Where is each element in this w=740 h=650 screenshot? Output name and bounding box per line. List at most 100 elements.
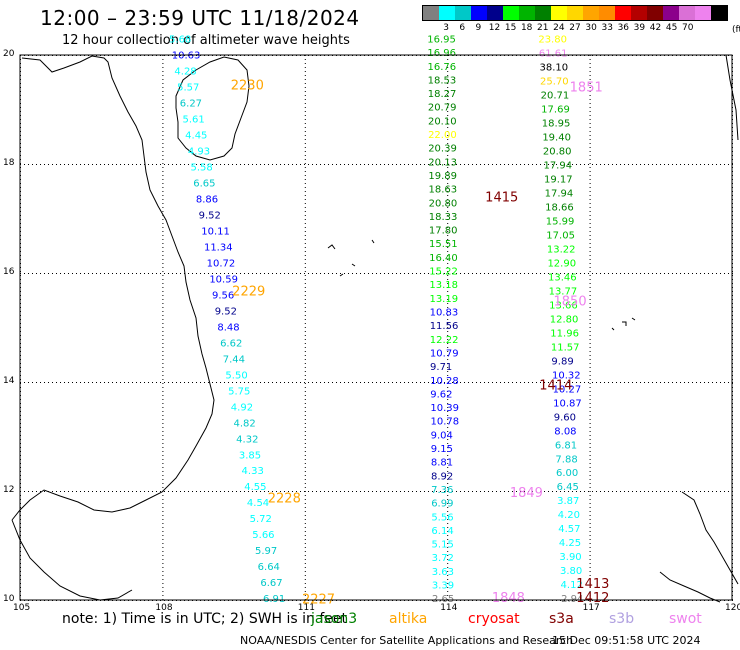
grid-dot <box>447 407 449 408</box>
grid-dot <box>162 411 164 412</box>
grid-dot <box>244 273 245 274</box>
grid-dot <box>532 491 533 492</box>
grid-dot <box>589 259 591 260</box>
grid-dot <box>589 591 591 592</box>
grid-dot <box>304 575 306 576</box>
grid-dot <box>132 273 133 274</box>
grid-dot <box>162 271 164 272</box>
grid-dot <box>440 164 441 165</box>
grid-dot <box>304 515 306 516</box>
grid-dot <box>64 273 65 274</box>
grid-dot <box>447 123 449 124</box>
grid-dot <box>24 382 25 383</box>
wave-height-value: 13.66 <box>549 300 578 311</box>
grid-dot <box>420 164 421 165</box>
grid-dot <box>304 455 306 456</box>
grid-dot <box>447 151 449 152</box>
grid-dot <box>28 164 29 165</box>
grid-dot <box>308 164 309 165</box>
grid-dot <box>540 273 541 274</box>
grid-dot <box>304 99 306 100</box>
grid-dot <box>492 273 493 274</box>
grid-dot <box>508 273 509 274</box>
grid-dot <box>162 447 164 448</box>
grid-dot <box>684 382 685 383</box>
grid-dot <box>172 273 173 274</box>
grid-dot <box>304 523 306 524</box>
grid-dot <box>176 491 177 492</box>
grid-dot <box>440 491 441 492</box>
grid-dot <box>436 273 437 274</box>
grid-dot <box>32 491 33 492</box>
grid-dot <box>616 491 617 492</box>
grid-dot <box>304 407 306 408</box>
wave-height-value: 8.92 <box>431 471 453 482</box>
grid-dot <box>700 273 701 274</box>
grid-dot <box>576 382 577 383</box>
grid-dot <box>589 587 591 588</box>
grid-dot <box>447 215 449 216</box>
grid-dot <box>652 273 653 274</box>
wave-height-value: 9.71 <box>430 362 452 373</box>
latitude-label: 12 <box>3 485 15 495</box>
grid-dot <box>284 164 285 165</box>
grid-dot <box>588 273 589 274</box>
grid-dot <box>652 382 653 383</box>
grid-dot <box>460 382 461 383</box>
grid-dot <box>356 382 357 383</box>
grid-dot <box>388 273 389 274</box>
grid-dot <box>162 459 164 460</box>
grid-dot <box>400 491 401 492</box>
grid-dot <box>304 343 306 344</box>
grid-dot <box>124 491 125 492</box>
grid-dot <box>608 491 609 492</box>
mainland-coastline <box>11 55 215 521</box>
grid-dot <box>589 251 591 252</box>
grid-dot <box>589 127 591 128</box>
grid-dot <box>644 273 645 274</box>
grid-dot <box>304 427 306 428</box>
grid-dot <box>352 273 353 274</box>
grid-dot <box>447 403 449 404</box>
grid-dot <box>560 164 561 165</box>
grid-dot <box>240 382 241 383</box>
grid-dot <box>640 273 641 274</box>
grid-dot <box>188 382 189 383</box>
grid-dot <box>447 103 449 104</box>
grid-dot <box>447 111 449 112</box>
grid-dot <box>320 382 321 383</box>
grid-dot <box>162 427 164 428</box>
legend-tick-label: 15 <box>504 23 517 33</box>
grid-dot <box>356 164 357 165</box>
grid-dot <box>304 459 306 460</box>
grid-dot <box>268 382 269 383</box>
grid-dot <box>162 311 164 312</box>
grid-dot <box>162 107 164 108</box>
grid-dot <box>589 331 591 332</box>
grid-dot <box>172 164 173 165</box>
grid-dot <box>589 579 591 580</box>
grid-dot <box>589 519 591 520</box>
grid-dot <box>720 491 721 492</box>
grid-dot <box>589 363 591 364</box>
grid-dot <box>589 339 591 340</box>
wave-height-value: 13.18 <box>429 280 458 291</box>
legend-swatch <box>423 6 439 20</box>
grid-dot <box>228 382 229 383</box>
grid-dot <box>244 382 245 383</box>
grid-dot <box>528 164 529 165</box>
wave-height-value: 9.04 <box>431 430 453 441</box>
grid-dot <box>447 383 449 384</box>
grid-dot <box>32 382 33 383</box>
pass-time-label: 1848 <box>492 591 525 606</box>
grid-dot <box>447 207 449 208</box>
grid-dot <box>162 335 164 336</box>
satellite-name-cryosat: cryosat <box>468 611 520 627</box>
grid-dot <box>447 467 449 468</box>
grid-dot <box>448 491 449 492</box>
grid-dot <box>589 287 591 288</box>
grid-dot <box>84 491 85 492</box>
grid-dot <box>328 164 329 165</box>
grid-dot <box>304 131 306 132</box>
grid-dot <box>480 164 481 165</box>
